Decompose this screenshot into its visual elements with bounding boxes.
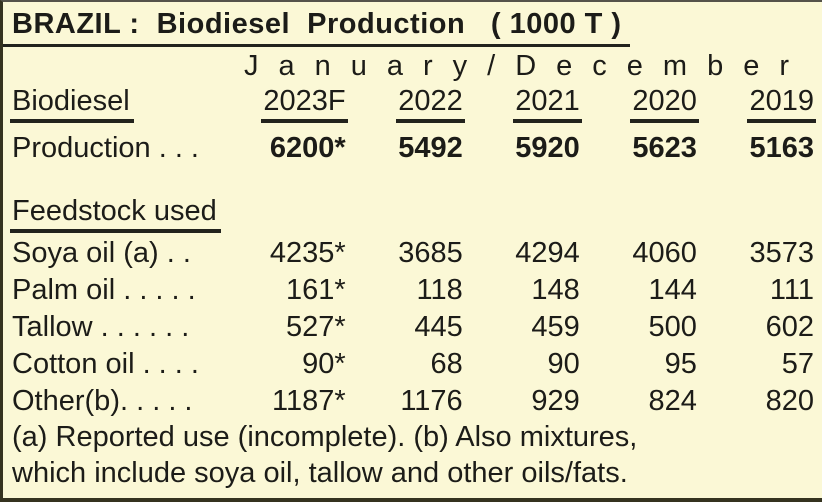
column-header-2023f: 2023F [261,85,348,123]
other-value-2022: 1176 [400,385,463,417]
feedstock-section-row: Feedstock used [10,195,814,233]
table-title: BRAZIL : Biodiesel Production ( 1000 T ) [3,6,630,47]
soya-oil-value-2023f: 4235* [269,237,346,269]
column-header-biodiesel: Biodiesel [10,85,134,123]
row-label-palm-oil: Palm oil . . . . . [12,274,196,306]
cotton-oil-value-2023f: 90* [302,348,346,380]
palm-oil-value-2021: 148 [531,274,580,306]
row-label-tallow: Tallow . . . . . . [12,311,190,343]
palm-oil-value-2022: 118 [416,274,463,306]
period-label: January/December [244,50,809,82]
cotton-oil-value-2022: 68 [430,348,463,380]
spacer-row [12,165,814,195]
production-value-2021: 5920 [515,132,580,164]
production-value-2019: 5163 [749,132,814,164]
table-row-palm-oil: Palm oil . . . . . 161* 118 148 144 111 [12,270,814,307]
table-row-other: Other(b). . . . . 1187* 1176 929 824 820 [12,381,814,418]
other-value-2023f: 1187* [271,385,346,417]
table-row-tallow: Tallow . . . . . . 527* 445 459 500 602 [12,307,814,344]
row-label-production: Production . . . [12,132,199,164]
table-header-row: Biodiesel 2023F 2022 2021 2020 2019 [10,85,816,123]
production-value-2022: 5492 [398,132,463,164]
production-value-2023f: 6200* [269,132,346,164]
soya-oil-value-2020: 4060 [632,237,697,269]
row-label-soya-oil: Soya oil (a) . . [12,237,191,269]
table-row-cotton-oil: Cotton oil . . . . 90* 68 90 95 57 [12,344,814,381]
soya-oil-value-2022: 3685 [398,237,463,269]
other-value-2019: 820 [765,385,814,417]
column-header-2020: 2020 [630,85,699,123]
footnote-line-1: (a) Reported use (incomplete). (b) Also … [12,421,638,453]
tallow-value-2022: 445 [414,311,463,343]
other-value-2021: 929 [531,385,580,417]
footnote-line-2: which include soya oil, tallow and other… [12,457,628,489]
column-header-2022: 2022 [396,85,465,123]
column-header-2021: 2021 [513,85,582,123]
production-row: Production . . . 6200* 5492 5920 5623 51… [12,123,814,165]
other-value-2020: 824 [648,385,697,417]
section-header-feedstock-used: Feedstock used [10,195,221,233]
row-label-other: Other(b). . . . . [12,385,193,417]
cotton-oil-value-2021: 90 [547,348,580,380]
tallow-value-2020: 500 [648,311,697,343]
production-value-2020: 5623 [632,132,697,164]
tallow-value-2019: 602 [765,311,814,343]
table-row-soya-oil: Soya oil (a) . . 4235* 3685 4294 4060 35… [12,233,814,270]
cotton-oil-value-2019: 57 [781,348,814,380]
palm-oil-value-2023f: 161* [285,274,346,306]
tallow-value-2023f: 527* [285,311,346,343]
cotton-oil-value-2020: 95 [664,348,697,380]
palm-oil-value-2020: 144 [648,274,697,306]
soya-oil-value-2019: 3573 [749,237,814,269]
soya-oil-value-2021: 4294 [515,237,580,269]
palm-oil-value-2019: 111 [769,274,814,306]
tallow-value-2021: 459 [531,311,580,343]
column-header-2019: 2019 [747,85,816,123]
production-table: Biodiesel 2023F 2022 2021 2020 2019 Prod… [10,85,816,418]
row-label-cotton-oil: Cotton oil . . . . [12,348,199,380]
